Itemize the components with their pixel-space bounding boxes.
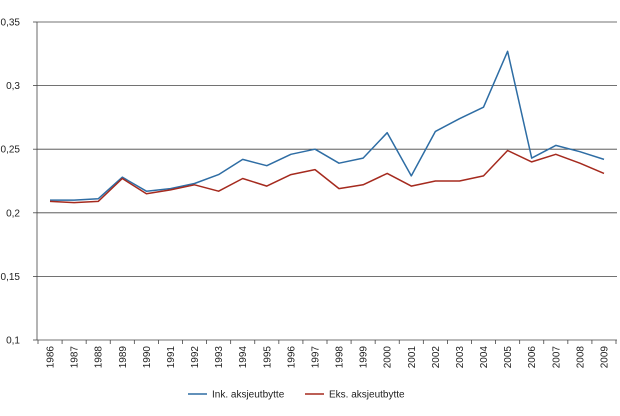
y-tick-label: 0,3 [6,81,20,92]
x-tick-label: 1997 [310,346,321,369]
y-tick-label: 0,2 [6,208,20,219]
legend: Ink. aksjeutbytte Eks. aksjeutbytte [188,390,405,401]
x-tick-label: 2004 [479,346,490,369]
x-tick-label: 1991 [166,346,177,369]
x-tick-label: 1990 [142,346,153,369]
legend-label: Eks. aksjeutbytte [329,390,405,401]
x-tick-label: 2003 [455,346,466,369]
y-tick-label: 0,25 [1,145,21,156]
series-line-2 [49,149,605,204]
x-tick-label: 1999 [359,346,370,369]
x-tick-label: 2000 [383,346,394,369]
x-tick-label: 1998 [335,346,346,369]
x-tick-label: 1995 [262,346,273,369]
x-tick-label: 1989 [118,346,129,369]
x-tick-label: 1993 [214,346,225,369]
x-tick-label: 1987 [70,346,81,369]
x-tick-label: 2005 [503,346,514,369]
legend-label: Ink. aksjeutbytte [212,390,285,401]
x-tick-label: 1994 [238,346,249,369]
x-tick-label: 1986 [46,346,57,369]
x-tick-label: 2009 [599,346,610,369]
x-tick-label: 2002 [431,346,442,369]
x-tick-label: 2008 [575,346,586,369]
y-tick-label: 0,35 [1,18,21,29]
series-lines [49,50,605,204]
x-tick-label: 1996 [286,346,297,369]
axes [33,21,617,344]
x-tick-label: 2007 [551,346,562,369]
x-tick-label: 1988 [94,346,105,369]
x-tick-label: 2006 [527,346,538,369]
gridlines [37,21,617,277]
x-tick-label: 1992 [190,346,201,369]
x-tick-label: 2001 [407,346,418,369]
series-line-1 [50,50,605,201]
y-tick-label: 0,1 [6,336,20,347]
x-tick-labels: 1986 1987 1988 1989 1990 1991 1992 1993 1994 1995… [46,346,611,369]
y-tick-labels: 0,1 0,15 0,2 0,25 0,3 0,35 [1,18,21,347]
y-tick-label: 0,15 [1,272,21,283]
